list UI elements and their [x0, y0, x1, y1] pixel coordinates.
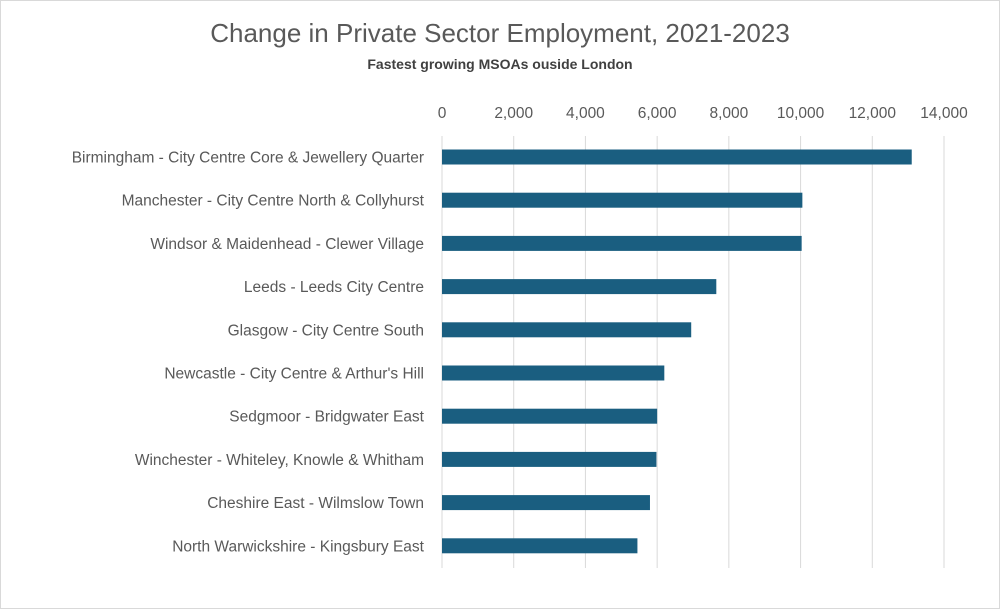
- category-label: Windsor & Maidenhead - Clewer Village: [150, 236, 424, 253]
- category-label: North Warwickshire - Kingsbury East: [172, 538, 424, 555]
- category-label: Winchester - Whiteley, Knowle & Whitham: [135, 452, 424, 469]
- category-label: Cheshire East - Wilmslow Town: [207, 495, 424, 512]
- x-tick-label: 10,000: [777, 105, 825, 122]
- bar: [442, 495, 650, 511]
- x-tick-label: 14,000: [920, 105, 968, 122]
- category-label: Sedgmoor - Bridgwater East: [229, 409, 424, 426]
- bar: [442, 192, 803, 208]
- x-tick-label: 8,000: [709, 105, 748, 122]
- category-label: Leeds - Leeds City Centre: [244, 279, 424, 296]
- bars: [442, 149, 912, 554]
- bar: [442, 322, 692, 338]
- x-tick-label: 0: [438, 105, 447, 122]
- x-axis-ticks: 0 2,000 4,000 6,000 8,000 10,000 12,000 14,000: [438, 105, 968, 122]
- x-tick-label: 2,000: [494, 105, 533, 122]
- bar: [442, 451, 657, 467]
- category-label: Manchester - City Centre North & Collyhu…: [122, 193, 425, 210]
- bar: [442, 279, 717, 295]
- bar: [442, 235, 802, 251]
- category-label: Newcastle - City Centre & Arthur's Hill: [164, 366, 424, 383]
- chart-title: Change in Private Sector Employment, 202…: [210, 18, 790, 48]
- category-label: Birmingham - City Centre Core & Jeweller…: [72, 150, 424, 167]
- chart-subtitle: Fastest growing MSOAs ouside London: [367, 56, 633, 72]
- category-labels: Birmingham - City Centre Core & Jeweller…: [72, 150, 425, 556]
- bar: [442, 538, 638, 554]
- bar: [442, 365, 665, 381]
- bar: [442, 149, 912, 165]
- x-tick-label: 6,000: [638, 105, 677, 122]
- x-tick-label: 12,000: [849, 105, 897, 122]
- bar: [442, 408, 658, 424]
- category-label: Glasgow - City Centre South: [228, 322, 424, 339]
- x-tick-label: 4,000: [566, 105, 605, 122]
